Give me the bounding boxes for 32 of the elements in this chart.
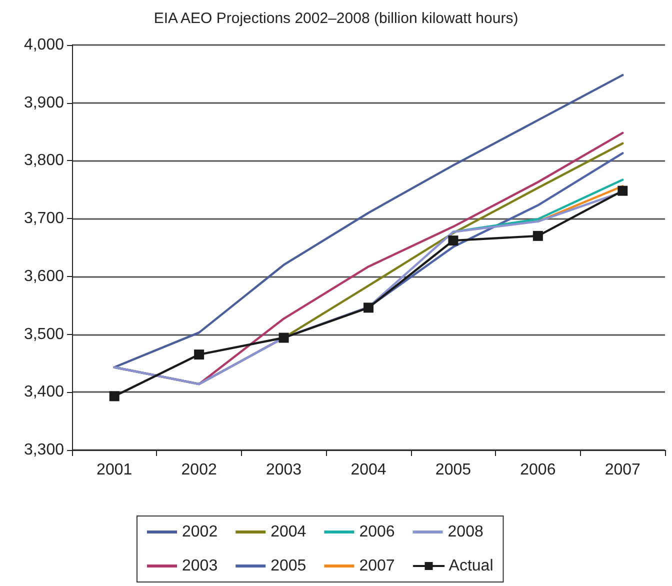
point [532, 230, 543, 241]
y-tick-label: 3,900 [24, 94, 64, 112]
point [448, 236, 458, 246]
y-tick-label: 3,700 [24, 210, 64, 228]
y-tick-label: 3,600 [24, 268, 64, 285]
point [109, 391, 120, 402]
point [278, 332, 289, 343]
y-tick-label: 3,500 [24, 326, 64, 343]
x-tick-label: 2007 [604, 462, 641, 478]
legend-label: 2003 [182, 558, 218, 574]
x-tick-label: 2004 [350, 462, 386, 478]
legend-label: 2004 [270, 524, 306, 540]
legend-label: Actual [448, 558, 494, 574]
line-series [113, 74, 624, 368]
y-tick-label: 3,300 [24, 442, 64, 458]
x-tick-label: 2006 [520, 462, 556, 478]
legend-label: 2002 [182, 524, 218, 540]
y-tick-label: 4,000 [24, 36, 64, 54]
legend-label: 2007 [359, 558, 395, 574]
legend-label: 2006 [359, 524, 395, 540]
point [618, 186, 628, 196]
x-tick-label: 2001 [96, 462, 132, 478]
point [364, 302, 374, 313]
legend-label: 2005 [270, 558, 306, 574]
x-tick-label: 2002 [181, 462, 217, 478]
x-tick-label: 2003 [266, 462, 302, 478]
y-tick-label: 3,400 [24, 384, 64, 401]
legend-label: 2008 [448, 524, 484, 540]
chart-title: EIA AEO Projections 2002–2008 (billion kilowatt hours) [154, 10, 518, 27]
point [194, 350, 204, 360]
x-tick-label: 2005 [435, 462, 472, 478]
y-tick-label: 3,800 [24, 152, 64, 170]
